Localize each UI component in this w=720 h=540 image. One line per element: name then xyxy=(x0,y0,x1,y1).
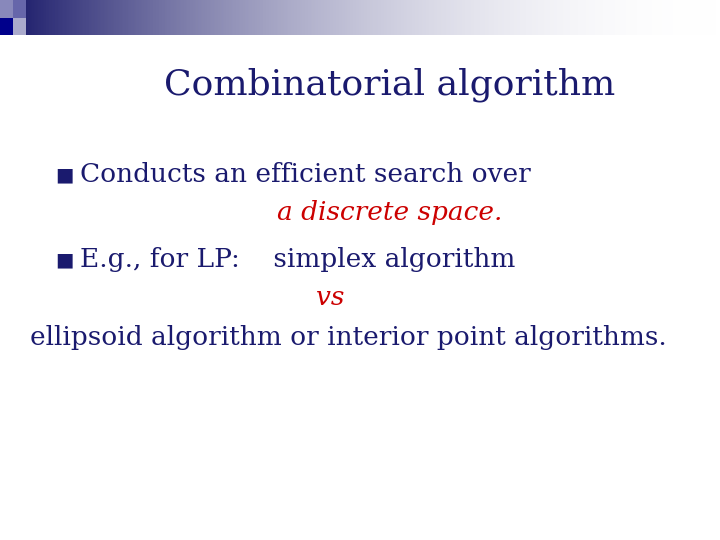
Bar xyxy=(13,0,26,17)
Text: ellipsoid algorithm or interior point algorithms.: ellipsoid algorithm or interior point al… xyxy=(30,325,667,350)
Text: E.g., for LP:    simplex algorithm: E.g., for LP: simplex algorithm xyxy=(80,247,516,272)
Text: ■: ■ xyxy=(55,165,73,184)
Text: Conducts an efficient search over: Conducts an efficient search over xyxy=(80,162,531,187)
Text: a discrete space.: a discrete space. xyxy=(277,200,503,225)
Bar xyxy=(0,17,13,35)
Bar xyxy=(13,17,26,35)
Text: Combinatorial algorithm: Combinatorial algorithm xyxy=(164,68,616,103)
Bar xyxy=(0,0,13,17)
Text: vs: vs xyxy=(316,285,344,310)
Text: ■: ■ xyxy=(55,250,73,269)
